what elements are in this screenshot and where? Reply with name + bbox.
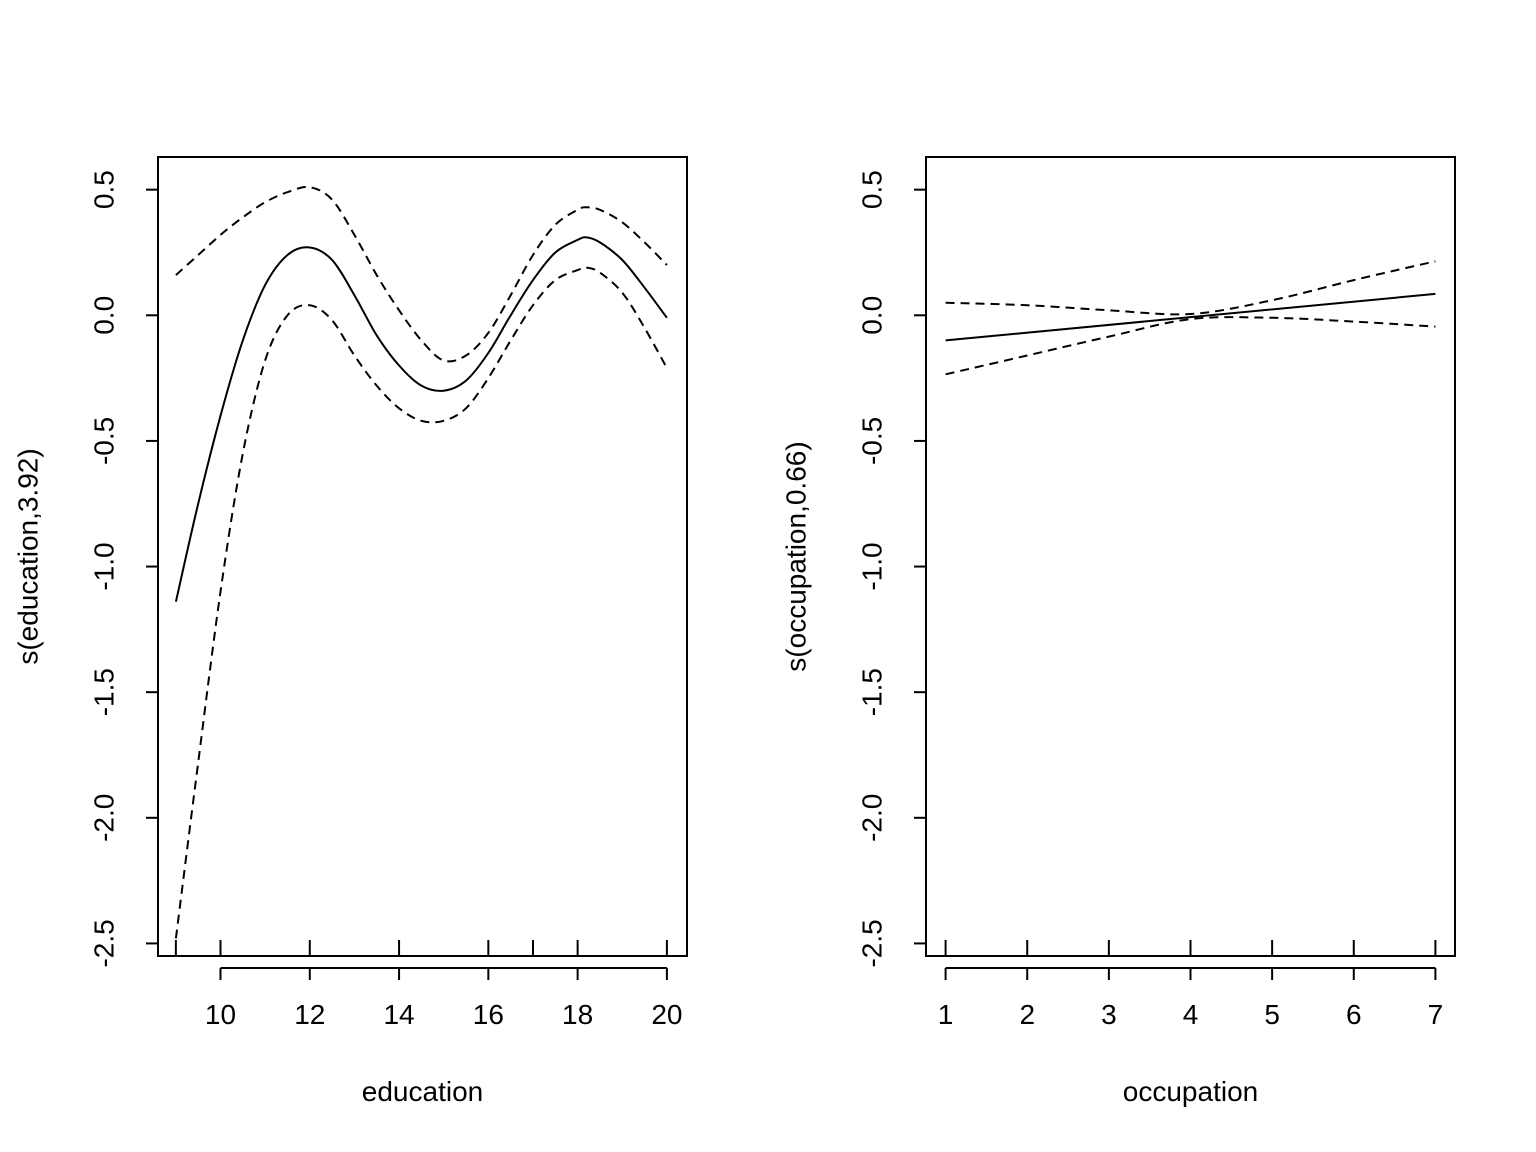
plot-frame bbox=[157, 156, 688, 957]
y-axis-title: s(occupation,0.66) bbox=[781, 441, 812, 671]
series-upper-line bbox=[945, 260, 1436, 316]
x-tick-label: 16 bbox=[473, 999, 504, 1030]
y-tick-label: -1.0 bbox=[857, 542, 888, 590]
x-tick-label: 18 bbox=[562, 999, 593, 1030]
panel-education: 0.5 0.0 -0.5 -1.0 -1.5 -2.0 -2.5 10 12 14 16 18 20 ed… bbox=[13, 156, 688, 1107]
x-tick-label: 4 bbox=[1183, 999, 1199, 1030]
y-tick-label: -1.0 bbox=[89, 542, 120, 590]
y-tick-label: -2.5 bbox=[89, 919, 120, 967]
x-tick-label: 6 bbox=[1346, 999, 1362, 1030]
x-tick-label: 7 bbox=[1428, 999, 1444, 1030]
y-tick-label: -2.0 bbox=[857, 794, 888, 842]
series-lower-line bbox=[174, 266, 668, 939]
y-tick-label: 0.0 bbox=[857, 296, 888, 335]
x-tick-label: 10 bbox=[205, 999, 236, 1030]
y-tick-label: 0.0 bbox=[89, 296, 120, 335]
y-tick-label: -0.5 bbox=[89, 417, 120, 465]
series-fit-line bbox=[174, 236, 668, 602]
series-upper-line bbox=[175, 185, 668, 363]
x-axis-title: education bbox=[362, 1076, 483, 1107]
plot-frame bbox=[925, 156, 1456, 957]
x-tick-label: 1 bbox=[938, 999, 954, 1030]
y-tick-label: 0.5 bbox=[857, 170, 888, 209]
y-tick-label: -1.5 bbox=[89, 668, 120, 716]
x-tick-label: 2 bbox=[1019, 999, 1035, 1030]
y-tick-label: -0.5 bbox=[857, 417, 888, 465]
x-tick-label: 20 bbox=[651, 999, 682, 1030]
x-tick-label: 12 bbox=[294, 999, 325, 1030]
x-tick-label: 5 bbox=[1264, 999, 1280, 1030]
y-axis-title: s(education,3.92) bbox=[13, 448, 44, 664]
x-tick-label: 14 bbox=[383, 999, 414, 1030]
x-tick-label: 3 bbox=[1101, 999, 1117, 1030]
y-tick-label: 0.5 bbox=[89, 170, 120, 209]
y-tick-label: -2.5 bbox=[857, 919, 888, 967]
x-axis-title: occupation bbox=[1123, 1076, 1258, 1107]
panel-occupation: 0.5 0.0 -0.5 -1.0 -1.5 -2.0 -2.5 1 2 3 4 5 6 7 occupat… bbox=[781, 156, 1456, 1107]
y-tick-label: -2.0 bbox=[89, 794, 120, 842]
series-fit-line bbox=[945, 292, 1436, 342]
series-lower-line bbox=[945, 316, 1436, 376]
y-tick-label: -1.5 bbox=[857, 668, 888, 716]
